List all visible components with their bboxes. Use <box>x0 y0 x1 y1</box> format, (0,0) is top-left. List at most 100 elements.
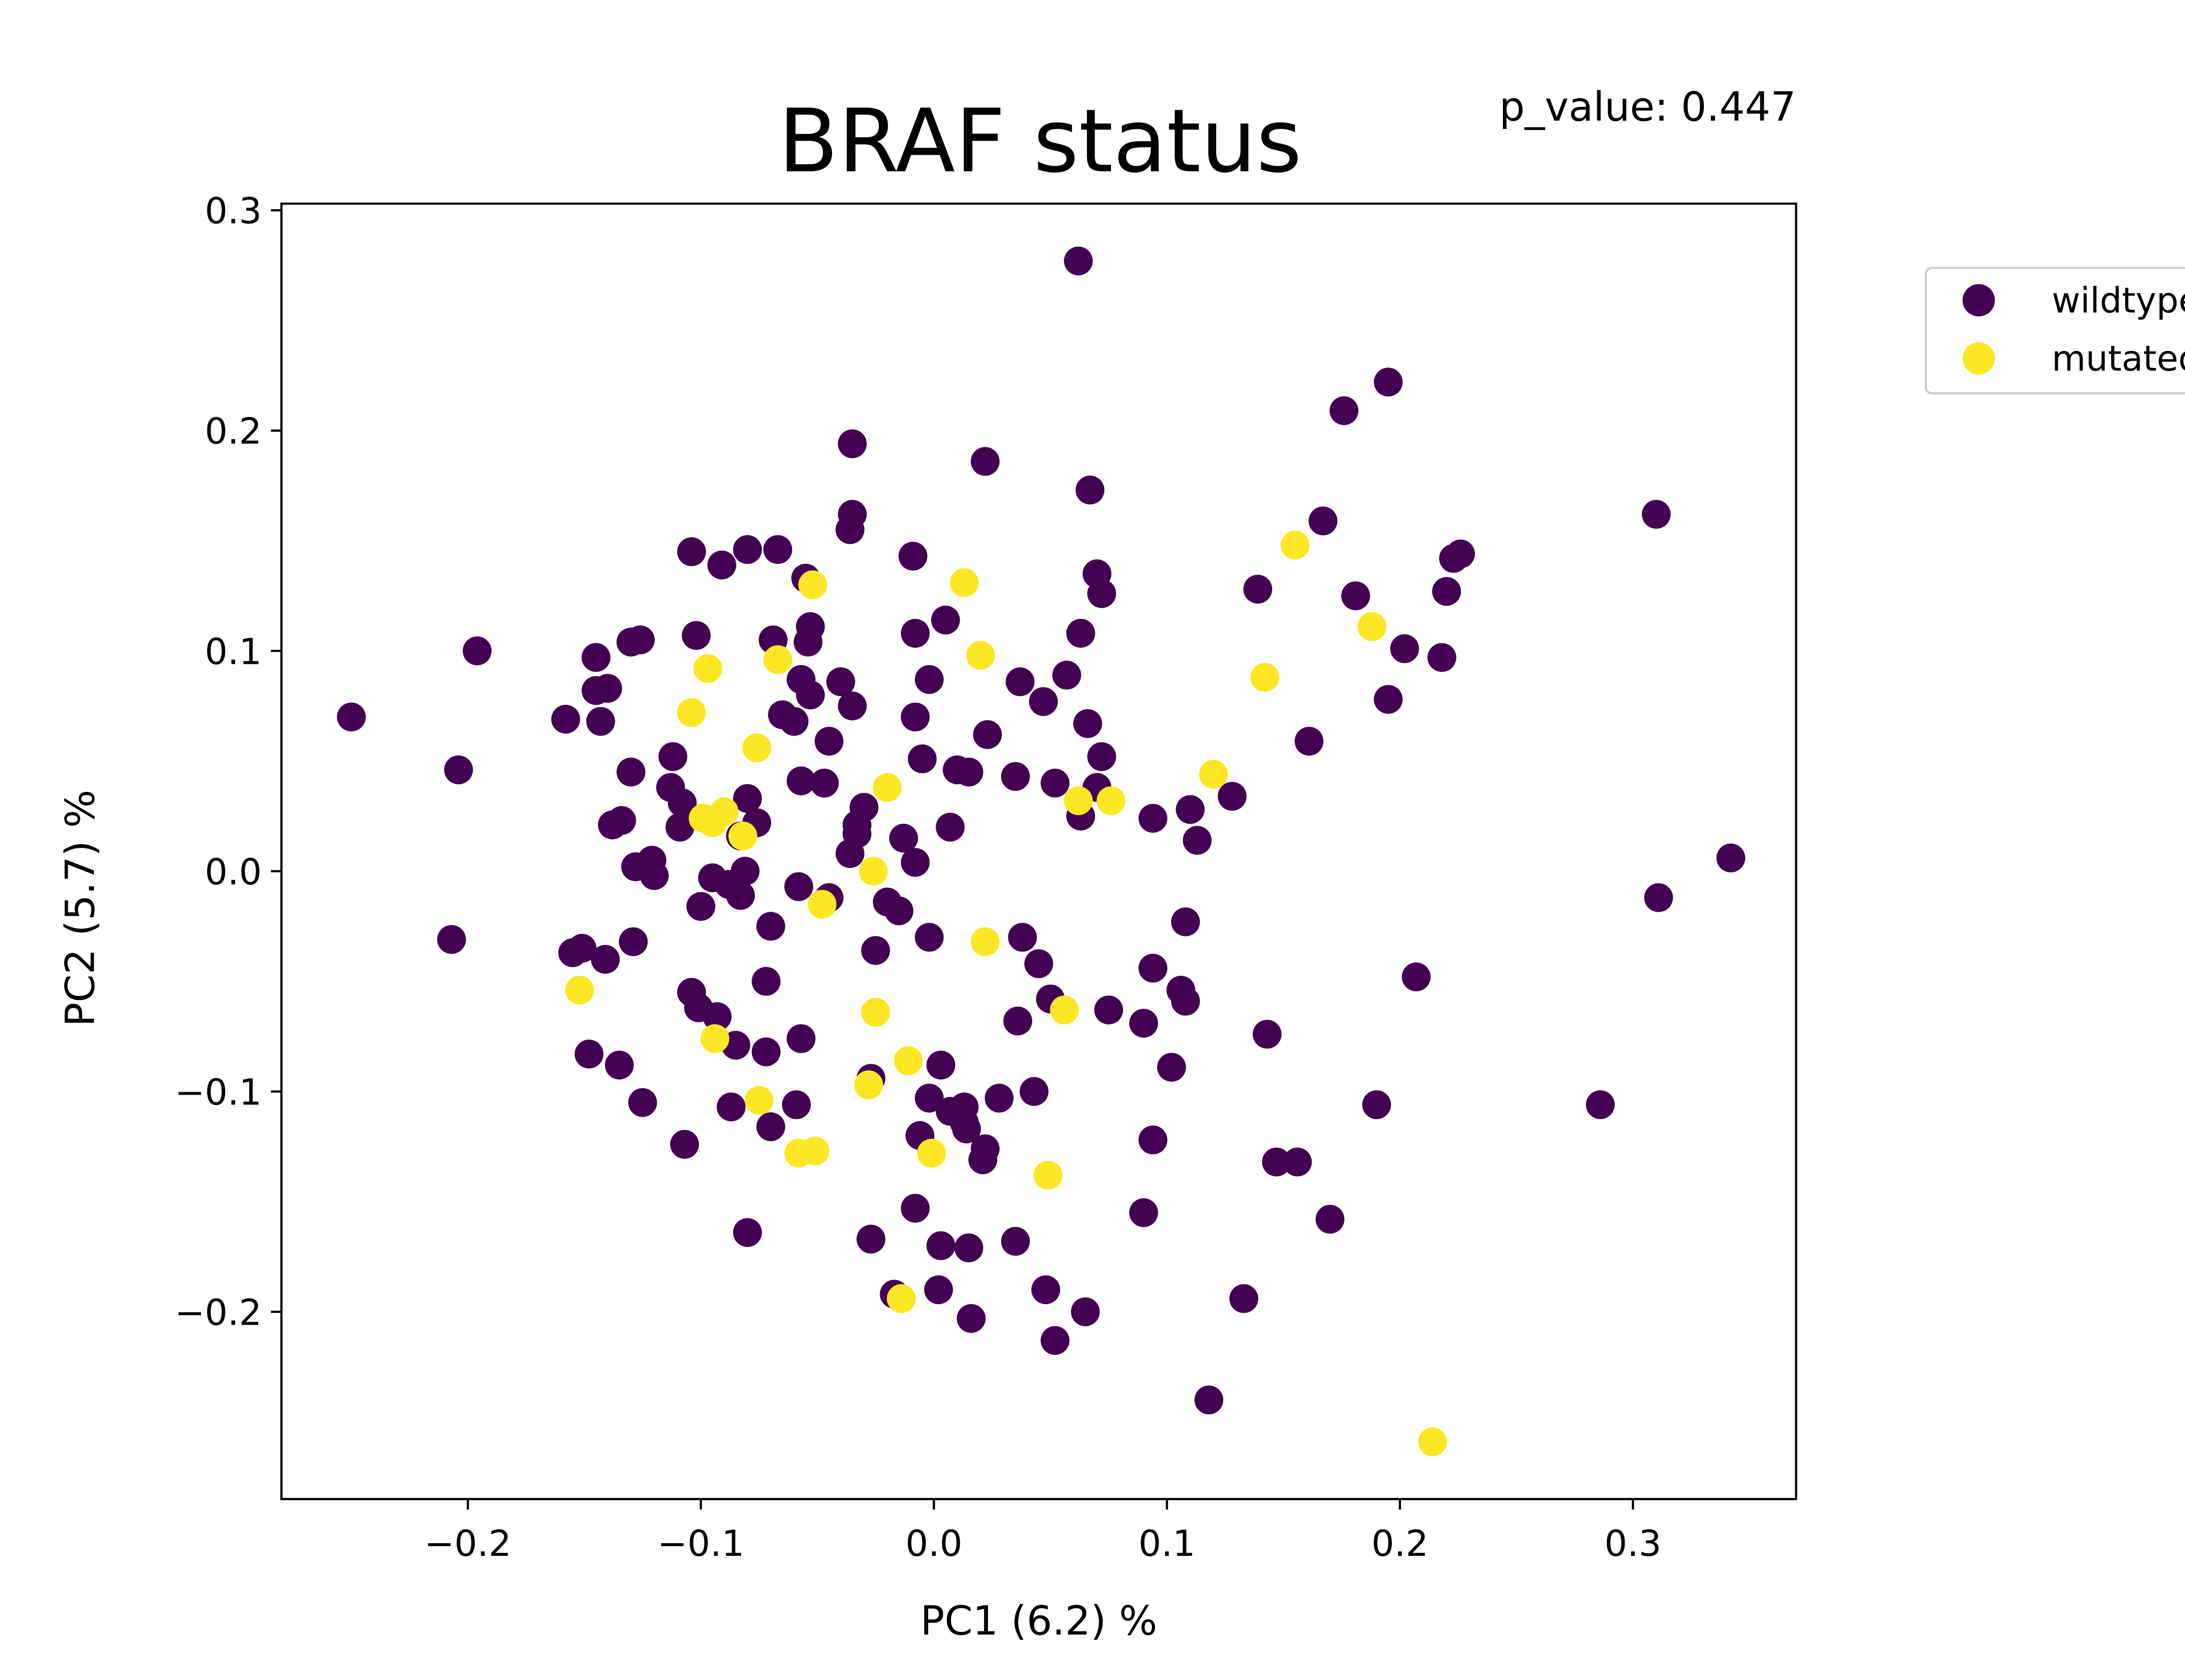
data-point-mutated <box>966 641 995 670</box>
x-tick-label: 0.2 <box>1371 1523 1428 1565</box>
data-point-wildtype <box>838 691 867 721</box>
data-point-wildtype <box>768 700 797 729</box>
data-point-wildtype <box>1401 962 1431 992</box>
data-point-wildtype <box>1716 843 1745 873</box>
data-point-wildtype <box>1183 826 1212 855</box>
data-point-wildtype <box>1066 619 1095 648</box>
data-point-wildtype <box>640 861 669 890</box>
data-point-wildtype <box>1586 1090 1615 1119</box>
data-point-wildtype <box>581 643 610 672</box>
chart-title: BRAF status <box>778 90 1302 192</box>
legend-marker-mutated <box>1963 342 1995 375</box>
y-axis-label: PC2 (5.7) % <box>57 790 104 1027</box>
data-point-wildtype <box>1243 575 1273 604</box>
data-point-wildtype <box>1373 685 1403 714</box>
data-point-mutated <box>950 568 979 597</box>
x-tick-label: 0.0 <box>905 1523 962 1565</box>
data-point-wildtype <box>971 447 1000 476</box>
data-point-wildtype <box>670 1130 699 1159</box>
data-point-wildtype <box>551 705 580 734</box>
legend-label-mutated: mutated <box>2052 338 2185 379</box>
data-point-wildtype <box>861 936 890 965</box>
data-point-wildtype <box>901 702 930 732</box>
data-point-wildtype <box>794 628 823 657</box>
data-point-wildtype <box>1073 709 1102 738</box>
data-point-wildtype <box>1329 396 1359 425</box>
data-point-wildtype <box>1229 1284 1259 1313</box>
data-point-wildtype <box>784 872 813 901</box>
data-point-wildtype <box>901 619 930 648</box>
data-point-mutated <box>693 654 722 683</box>
data-point-wildtype <box>1157 1053 1186 1082</box>
data-point-wildtype <box>884 896 914 926</box>
data-point-mutated <box>887 1284 916 1313</box>
data-point-wildtype <box>1262 1147 1291 1177</box>
data-point-mutated <box>854 1070 883 1100</box>
data-point-mutated <box>565 975 594 1005</box>
legend-marker-wildtype <box>1963 284 1995 316</box>
data-point-mutated <box>677 698 706 727</box>
data-point-wildtype <box>908 744 937 774</box>
data-point-wildtype <box>1138 804 1168 833</box>
data-point-wildtype <box>591 945 620 974</box>
data-point-wildtype <box>1075 476 1105 505</box>
data-point-wildtype <box>437 925 466 954</box>
data-point-mutated <box>710 797 739 826</box>
data-point-mutated <box>859 857 888 886</box>
data-point-wildtype <box>1315 1204 1345 1234</box>
data-point-wildtype <box>924 1275 953 1305</box>
p-value-annotation: p_value: 0.447 <box>1499 83 1796 130</box>
data-point-wildtype <box>901 848 930 877</box>
data-point-mutated <box>728 821 757 850</box>
y-tick-label: −0.2 <box>175 1292 262 1334</box>
data-point-wildtype <box>574 1039 603 1069</box>
data-point-wildtype <box>796 680 825 710</box>
data-point-wildtype <box>752 967 781 996</box>
data-point-wildtype <box>1432 577 1461 606</box>
data-point-wildtype <box>836 839 865 868</box>
data-point-wildtype <box>787 766 816 795</box>
data-point-wildtype <box>1006 667 1035 696</box>
data-point-wildtype <box>1171 907 1200 937</box>
data-point-wildtype <box>658 742 687 771</box>
data-point-wildtype <box>607 806 636 835</box>
data-point-wildtype <box>686 892 715 921</box>
data-point-wildtype <box>1446 539 1475 569</box>
data-point-wildtype <box>889 823 918 853</box>
data-point-wildtype <box>1362 1090 1391 1119</box>
data-point-wildtype <box>1644 883 1673 912</box>
data-point-mutated <box>1050 995 1079 1024</box>
data-point-wildtype <box>1252 1020 1282 1049</box>
series-mutated <box>565 531 1447 1456</box>
legend-label-wildtype: wildtype <box>2052 280 2185 321</box>
data-point-wildtype <box>985 1083 1014 1113</box>
y-tick-label: 0.3 <box>205 191 262 232</box>
x-axis-ticks: −0.2 −0.1 0.0 0.1 0.2 0.3 <box>424 1499 1661 1565</box>
data-point-wildtype <box>733 1218 762 1247</box>
data-point-wildtype <box>1003 1007 1032 1036</box>
data-point-wildtype <box>682 621 711 650</box>
data-point-wildtype <box>901 1194 930 1223</box>
data-point-wildtype <box>954 1233 983 1263</box>
data-point-wildtype <box>726 881 755 910</box>
data-point-wildtype <box>337 702 366 732</box>
x-tick-label: 0.3 <box>1605 1523 1661 1565</box>
data-point-wildtype <box>668 788 697 818</box>
data-point-wildtype <box>1001 1227 1030 1256</box>
data-point-wildtype <box>1341 581 1370 611</box>
y-tick-label: 0.0 <box>205 851 262 893</box>
data-point-mutated <box>971 927 1000 956</box>
data-point-wildtype <box>1040 1326 1070 1355</box>
data-point-wildtype <box>1040 768 1070 798</box>
data-point-wildtype <box>1129 1198 1158 1227</box>
data-point-wildtype <box>810 768 839 798</box>
data-point-wildtype <box>952 1114 981 1144</box>
data-point-wildtype <box>954 757 983 787</box>
data-point-wildtype <box>707 550 736 580</box>
data-point-wildtype <box>733 784 762 813</box>
data-point-wildtype <box>1024 949 1053 979</box>
data-points <box>337 246 1745 1456</box>
data-point-wildtype <box>1064 246 1093 276</box>
data-point-wildtype <box>968 1145 997 1174</box>
data-point-wildtype <box>703 1002 732 1031</box>
